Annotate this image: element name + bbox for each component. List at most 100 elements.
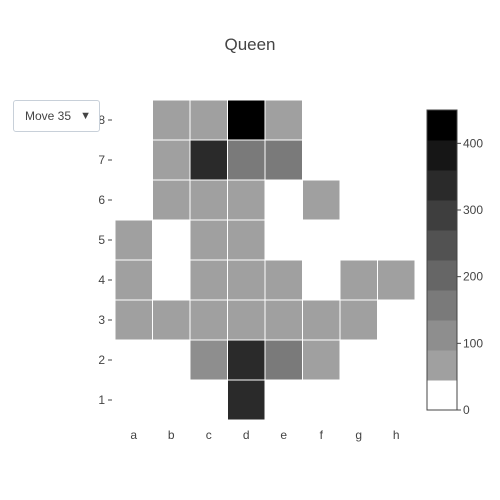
heatmap-cell-b3 <box>152 299 191 341</box>
y-tick-label-8: 8 <box>98 113 105 127</box>
heatmap-cell-c5 <box>189 219 228 261</box>
heatmap-cell-b7 <box>152 139 191 181</box>
heatmap-cell-a8 <box>114 99 153 141</box>
x-tick-label-d: d <box>243 428 250 442</box>
x-tick-label-h: h <box>393 428 400 442</box>
colorbar-outline <box>426 109 458 411</box>
colorbar-tick-label-200: 200 <box>463 270 483 284</box>
heatmap-cell-d3 <box>227 299 266 341</box>
heatmap-cell-b1 <box>152 379 191 421</box>
heatmap-cell-g7 <box>339 139 378 181</box>
heatmap-cell-c7 <box>189 139 228 181</box>
heatmap-cell-f1 <box>302 379 341 421</box>
colorbar-band-3 <box>427 290 457 321</box>
y-tick-label-4: 4 <box>98 273 105 287</box>
heatmap-cell-e5 <box>264 219 303 261</box>
heatmap-cell-f3 <box>302 299 341 341</box>
y-tick-label-3: 3 <box>98 313 105 327</box>
heatmap-cell-g6 <box>339 179 378 221</box>
colorbar-band-9 <box>427 110 457 141</box>
heatmap-cell-c2 <box>189 339 228 381</box>
heatmap-cell-c4 <box>189 259 228 301</box>
heatmap-cell-c1 <box>189 379 228 421</box>
x-tick-label-e: e <box>280 428 287 442</box>
move-selector-label: Move 35 <box>25 109 72 123</box>
heatmap-cell-d6 <box>227 179 266 221</box>
heatmap-cell-d4 <box>227 259 266 301</box>
heatmap-cell-b8 <box>152 99 191 141</box>
heatmap-cell-d1 <box>227 379 266 421</box>
y-tick-label-6: 6 <box>98 193 105 207</box>
x-tick-label-c: c <box>206 428 212 442</box>
heatmap-cell-a5 <box>114 219 153 261</box>
x-tick-label-b: b <box>168 428 175 442</box>
colorbar-band-8 <box>427 140 457 171</box>
heatmap-cell-a2 <box>114 339 153 381</box>
heatmap-cell-d7 <box>227 139 266 181</box>
heatmap-cell-h3 <box>377 299 416 341</box>
heatmap-cell-b6 <box>152 179 191 221</box>
heatmap-cell-c8 <box>189 99 228 141</box>
heatmap-cell-a1 <box>114 379 153 421</box>
heatmap-cell-g5 <box>339 219 378 261</box>
heatmap-cell-c3 <box>189 299 228 341</box>
heatmap-cell-f6 <box>302 179 341 221</box>
heatmap-cell-g3 <box>339 299 378 341</box>
heatmap-cell-g4 <box>339 259 378 301</box>
move-selector-dropdown[interactable]: Move 35 ▼ <box>13 100 100 132</box>
heatmap-cell-h5 <box>377 219 416 261</box>
heatmap-cell-h8 <box>377 99 416 141</box>
heatmap-cell-e1 <box>264 379 303 421</box>
heatmap-cell-g8 <box>339 99 378 141</box>
heatmap-cell-b2 <box>152 339 191 381</box>
heatmap-cell-e2 <box>264 339 303 381</box>
heatmap-cell-e3 <box>264 299 303 341</box>
chart-title: Queen <box>224 35 275 54</box>
colorbar-tick-label-100: 100 <box>463 336 483 350</box>
colorbar-tick-label-0: 0 <box>463 403 470 417</box>
heatmap-cell-b4 <box>152 259 191 301</box>
colorbar: 0 100 200 300 400 <box>426 109 483 417</box>
heatmap-cell-f7 <box>302 139 341 181</box>
heatmap-cell-f4 <box>302 259 341 301</box>
heatmap-cell-e4 <box>264 259 303 301</box>
heatmap-cell-f8 <box>302 99 341 141</box>
heatmap-cell-a6 <box>114 179 153 221</box>
heatmap-cell-f2 <box>302 339 341 381</box>
x-tick-label-a: a <box>130 428 137 442</box>
heatmap-cell-c6 <box>189 179 228 221</box>
heatmap-cell-h6 <box>377 179 416 221</box>
heatmap-cell-a7 <box>114 139 153 181</box>
y-tick-label-5: 5 <box>98 233 105 247</box>
heatmap-cell-e8 <box>264 99 303 141</box>
colorbar-band-2 <box>427 320 457 351</box>
colorbar-band-4 <box>427 260 457 291</box>
heatmap-cell-e6 <box>264 179 303 221</box>
heatmap-cell-g2 <box>339 339 378 381</box>
y-tick-label-7: 7 <box>98 153 105 167</box>
triangle-down-icon: ▼ <box>80 110 91 122</box>
heatmap-cell-a3 <box>114 299 153 341</box>
heatmap-cell-f5 <box>302 219 341 261</box>
heatmap-cell-h2 <box>377 339 416 381</box>
y-axis-ticks: 1 2 3 4 5 6 7 8 <box>98 113 112 407</box>
colorbar-band-5 <box>427 230 457 261</box>
colorbar-band-0 <box>427 380 457 411</box>
colorbar-tick-label-300: 300 <box>463 203 483 217</box>
heatmap-cell-d8 <box>227 99 266 141</box>
colorbar-tick-label-400: 400 <box>463 136 483 150</box>
heatmap-cells <box>114 99 416 421</box>
y-tick-label-1: 1 <box>98 393 105 407</box>
heatmap-cell-h4 <box>377 259 416 301</box>
colorbar-band-1 <box>427 350 457 381</box>
x-axis-ticks: a b c d e f g h <box>130 428 399 442</box>
heatmap-cell-h7 <box>377 139 416 181</box>
colorbar-band-6 <box>427 200 457 231</box>
colorbar-band-7 <box>427 170 457 201</box>
heatmap-cell-d2 <box>227 339 266 381</box>
heatmap-cell-e7 <box>264 139 303 181</box>
x-tick-label-g: g <box>355 428 362 442</box>
heatmap-cell-a4 <box>114 259 153 301</box>
heatmap-cell-h1 <box>377 379 416 421</box>
